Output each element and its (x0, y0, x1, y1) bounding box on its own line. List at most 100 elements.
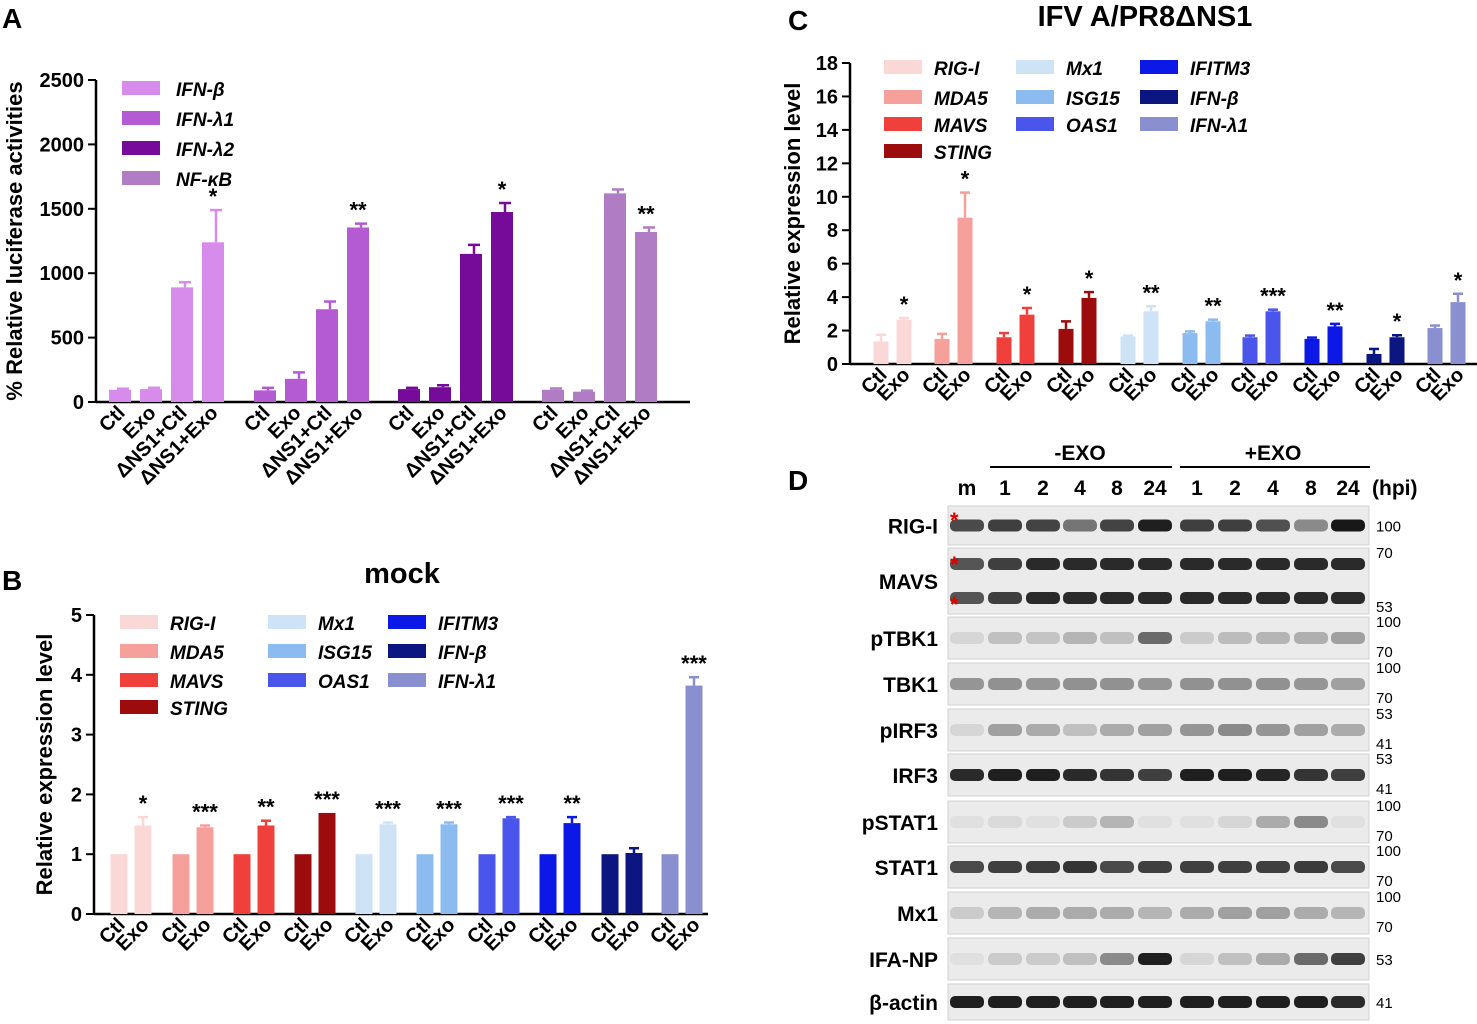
bar-IFN-λ2-1 (429, 387, 451, 402)
band (1100, 996, 1134, 1008)
bar-Mx1-Exo (379, 824, 397, 914)
bar-IFN-β-2 (171, 287, 193, 402)
band (1218, 769, 1252, 781)
y-axis-title: Relative expression level (780, 83, 805, 345)
legend-label: IFN-λ1 (438, 672, 496, 693)
band (1218, 678, 1252, 690)
mw-marker: 100 (1376, 889, 1401, 906)
legend-swatch-STING (120, 700, 158, 714)
band (1180, 907, 1214, 919)
band (1256, 769, 1290, 781)
mw-marker: 53 (1376, 751, 1393, 768)
bar-RIG-I-Ctl (110, 854, 128, 914)
protein-label: Mx1 (897, 903, 938, 926)
y-tick-label: 500 (51, 328, 84, 350)
band (950, 953, 984, 965)
band (1218, 953, 1252, 965)
band (1063, 996, 1097, 1008)
y-tick-label: 1 (71, 844, 82, 866)
bar-IFN-λ1-0 (254, 390, 276, 402)
band (1138, 678, 1172, 690)
significance-mark: ** (1326, 298, 1344, 323)
band (1100, 519, 1134, 532)
y-tick-label: 0 (73, 392, 84, 414)
legend-swatch-IFN-β (388, 644, 426, 658)
band (1138, 519, 1172, 532)
band (950, 907, 984, 919)
bar-IFN-β-3 (202, 242, 224, 402)
red-asterisk: * (950, 508, 959, 533)
legend-swatch-RIG-I (884, 60, 922, 74)
blot-row-IRF3: IRF3 53 41 (892, 751, 1392, 798)
mw-marker: 70 (1376, 919, 1393, 936)
bar-IFN-β-1 (140, 389, 162, 402)
mw-marker: 70 (1376, 873, 1393, 890)
band (1063, 558, 1097, 570)
band (988, 592, 1022, 604)
band (1138, 724, 1172, 736)
panel-letter-a: A (2, 3, 22, 34)
significance-mark: *** (498, 791, 524, 816)
band (1063, 816, 1097, 828)
bar-ISG15-Exo (440, 824, 458, 914)
band (950, 592, 984, 604)
band (1138, 769, 1172, 781)
band (1294, 861, 1328, 873)
band (1256, 861, 1290, 873)
chart-title: IFV A/PR8ΔNS1 (1038, 1, 1253, 33)
hpi-label: (hpi) (1372, 477, 1417, 500)
band (1026, 519, 1060, 532)
band (1180, 953, 1214, 965)
band (1331, 996, 1365, 1008)
blot-row-STAT1: STAT1 100 70 (875, 843, 1401, 890)
bar-MDA5-Ctl (934, 338, 950, 364)
band (1294, 907, 1328, 919)
legend-swatch-NF-κB (122, 171, 160, 185)
band (1026, 996, 1060, 1008)
protein-label: RIG-I (888, 516, 938, 539)
significance-mark: * (1023, 282, 1032, 307)
band (1063, 632, 1097, 644)
bar-RIG-I-Ctl (873, 341, 889, 364)
band (1294, 558, 1328, 570)
mw-marker: 70 (1376, 545, 1393, 562)
bar-STING-Ctl (294, 854, 312, 914)
band (1180, 769, 1214, 781)
lane-label: 2 (1037, 477, 1049, 500)
y-tick-label: 8 (827, 220, 838, 242)
y-tick-label: 3 (71, 725, 82, 747)
band (988, 996, 1022, 1008)
band (1331, 861, 1365, 873)
band (1180, 996, 1214, 1008)
panel-letter-c: C (788, 5, 808, 36)
bar-NF-κB-2 (604, 193, 626, 402)
protein-label: IRF3 (892, 765, 938, 788)
significance-mark: *** (436, 797, 462, 822)
legend-swatch-ISG15 (1016, 90, 1054, 104)
band (1331, 816, 1365, 828)
panel-letter-d: D (788, 465, 808, 496)
band (1218, 558, 1252, 570)
significance-mark: ** (563, 791, 581, 816)
protein-label: IFA-NP (869, 949, 938, 972)
band (1026, 907, 1060, 919)
band (1294, 953, 1328, 965)
bar-IFN-β-0 (109, 389, 131, 402)
protein-label: pSTAT1 (862, 812, 939, 835)
band (1026, 678, 1060, 690)
significance-mark: * (139, 791, 148, 816)
band (1026, 632, 1060, 644)
legend-swatch-IFN-λ1 (122, 111, 160, 125)
blot-row-RIG-I: RIG-I 100 (888, 505, 1401, 546)
band (1138, 907, 1172, 919)
legend-swatch-RIG-I (120, 615, 158, 629)
band (1100, 558, 1134, 570)
bar-IFN-λ1-Ctl (661, 854, 679, 914)
bar-IFN-β-Ctl (1366, 353, 1382, 364)
bar-IFN-λ2-2 (460, 253, 482, 402)
bar-NF-κB-3 (635, 231, 657, 402)
bar-RIG-I-Exo (134, 825, 152, 914)
legend-label: STING (934, 143, 992, 164)
